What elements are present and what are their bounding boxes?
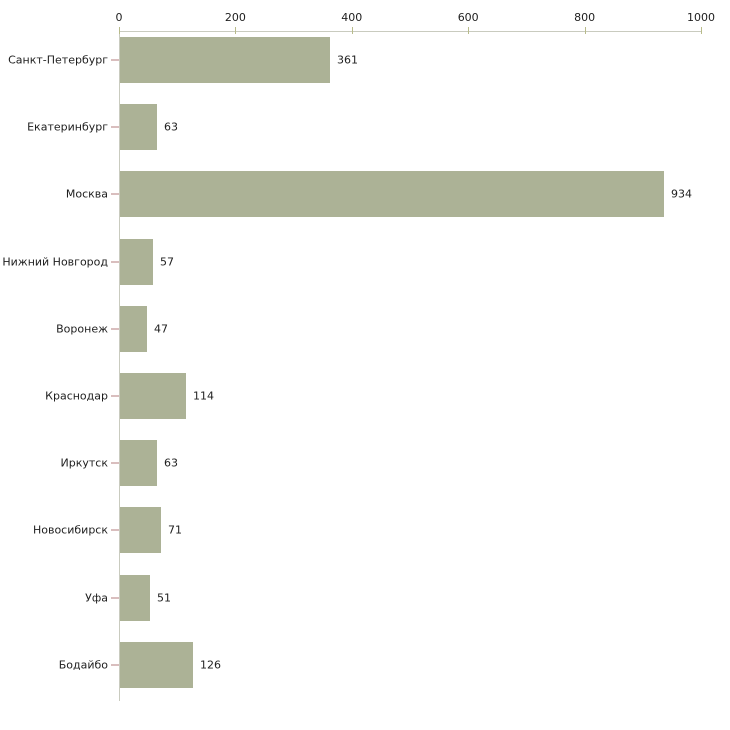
category-tick bbox=[111, 529, 119, 532]
x-axis-tick bbox=[701, 27, 702, 34]
x-axis-tick-label: 400 bbox=[341, 11, 363, 24]
category-label: Бодайбо bbox=[58, 658, 108, 672]
value-label: 63 bbox=[164, 456, 178, 470]
x-axis-tick bbox=[119, 27, 120, 34]
bar bbox=[120, 507, 161, 554]
value-label: 114 bbox=[193, 389, 214, 403]
x-axis-tick-label: 200 bbox=[224, 11, 246, 24]
category-label: Иркутск bbox=[60, 456, 108, 470]
bar bbox=[120, 440, 157, 487]
category-tick bbox=[111, 260, 119, 263]
x-axis-tick bbox=[235, 27, 237, 34]
y-axis-line bbox=[119, 31, 120, 701]
category-label: Уфа bbox=[85, 591, 108, 605]
value-label: 47 bbox=[154, 322, 168, 336]
bar bbox=[120, 305, 147, 352]
x-axis-tick bbox=[468, 27, 470, 34]
category-tick bbox=[111, 59, 119, 61]
category-label: Воронеж bbox=[56, 322, 108, 336]
x-axis-tick-label: 800 bbox=[574, 11, 596, 24]
bar bbox=[120, 104, 157, 151]
category-tick bbox=[111, 126, 119, 129]
value-label: 71 bbox=[168, 523, 182, 537]
x-axis-tick bbox=[351, 27, 353, 34]
value-label: 126 bbox=[200, 658, 221, 672]
value-label: 934 bbox=[671, 187, 692, 201]
category-label: Санкт-Петербург bbox=[8, 53, 108, 67]
category-label: Екатеринбург bbox=[27, 120, 108, 134]
category-label: Нижний Новгород bbox=[2, 255, 108, 269]
bar bbox=[120, 238, 153, 285]
x-axis-tick-label: 600 bbox=[457, 11, 479, 24]
x-axis-tick-label: 1000 bbox=[687, 11, 715, 24]
category-tick bbox=[111, 462, 119, 465]
bar bbox=[120, 37, 330, 83]
category-tick bbox=[111, 327, 119, 330]
category-tick bbox=[111, 596, 119, 599]
value-label: 361 bbox=[337, 53, 358, 67]
x-axis-tick-label: 0 bbox=[115, 11, 123, 24]
bar bbox=[120, 373, 186, 419]
category-tick bbox=[111, 663, 119, 666]
category-label: Краснодар bbox=[45, 389, 108, 403]
category-tick bbox=[111, 395, 119, 397]
bar bbox=[120, 574, 150, 621]
x-axis-line bbox=[119, 31, 702, 32]
category-label: Москва bbox=[65, 187, 108, 201]
bar bbox=[120, 641, 193, 688]
x-axis-tick bbox=[584, 27, 586, 34]
value-label: 57 bbox=[160, 255, 174, 269]
category-tick bbox=[111, 193, 119, 196]
category-label: Новосибирск bbox=[32, 523, 108, 537]
value-label: 51 bbox=[157, 591, 171, 605]
value-label: 63 bbox=[164, 120, 178, 134]
bar bbox=[120, 171, 664, 218]
